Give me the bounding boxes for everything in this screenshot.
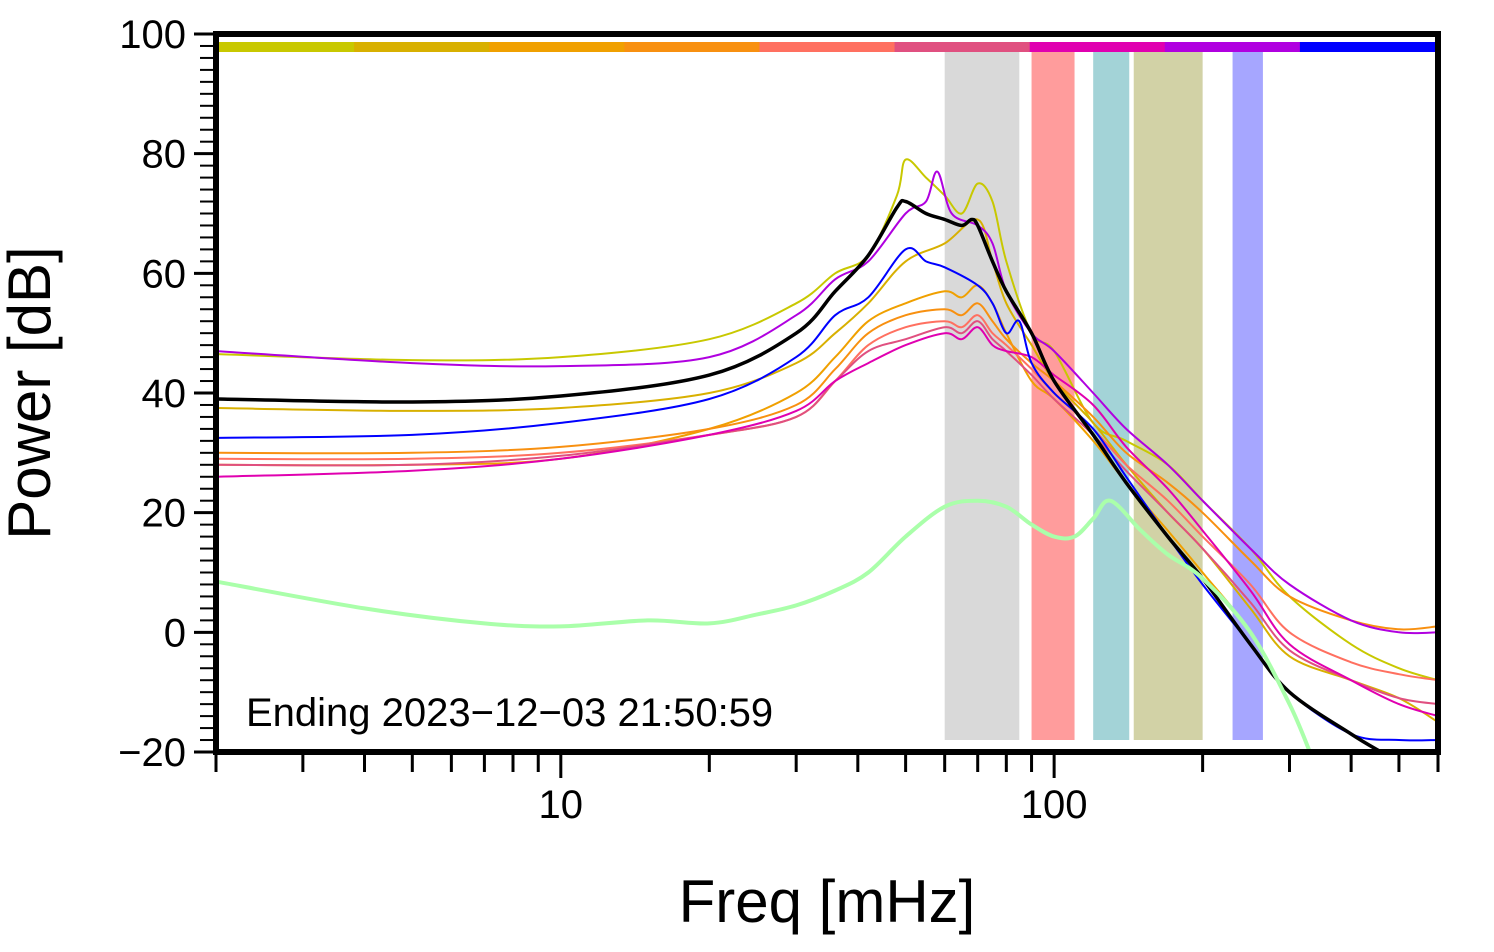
y-tick-label: 80 — [142, 133, 187, 177]
timestamp-annotation: Ending 2023−12−03 21:50:59 — [246, 691, 773, 735]
y-tick-label: −20 — [118, 731, 186, 775]
spectrum-series — [218, 158, 1438, 750]
y-axis-label: Power [dB] — [0, 246, 63, 539]
time-bar-segment — [1029, 42, 1166, 52]
spectrum-line-11 — [218, 498, 1312, 750]
y-tick-label: 20 — [142, 492, 187, 536]
x-axis-label: Freq [mHz] — [679, 868, 976, 935]
x-tick-label: 100 — [1021, 783, 1088, 827]
spectrum-line-6 — [218, 320, 1438, 706]
time-bar-segment — [759, 42, 896, 52]
y-tick-label: 60 — [142, 252, 187, 296]
y-axis: −20 0 20 40 60 80 100 — [118, 13, 216, 775]
time-bar-segment — [1299, 42, 1436, 52]
time-bar-segment — [354, 42, 490, 52]
time-bar-segment — [489, 42, 625, 52]
time-bar-segment — [624, 42, 760, 52]
frequency-band-5 — [1232, 52, 1263, 740]
y-tick-label: 40 — [142, 372, 187, 416]
time-bar-segment — [1164, 42, 1301, 52]
frequency-band-4 — [1133, 52, 1203, 740]
frequency-band-3 — [1093, 52, 1130, 740]
spectrum-line-4 — [218, 302, 1438, 631]
spectrum-line-10 — [218, 198, 1382, 750]
time-bar-segment — [219, 42, 355, 52]
time-bar-segment — [894, 42, 1031, 52]
frequency-band-1 — [944, 52, 1020, 740]
y-tick-label: 100 — [119, 13, 186, 57]
frequency-bands — [944, 52, 1263, 740]
spectrum-line-7 — [218, 326, 1438, 718]
y-tick-label: 0 — [164, 611, 186, 655]
time-color-bar — [219, 42, 1436, 52]
x-tick-label: 10 — [539, 783, 584, 827]
x-axis: 10 100 — [214, 752, 1440, 827]
